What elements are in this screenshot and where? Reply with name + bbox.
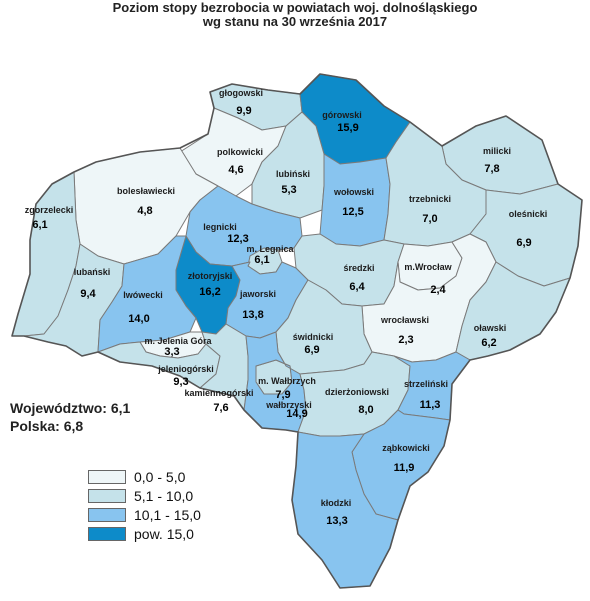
legend-label: 5,1 - 10,0 — [134, 488, 194, 504]
legend-item: 10,1 - 15,0 — [88, 506, 201, 524]
powiat-value-bolesławiecki: 4,8 — [137, 205, 152, 217]
legend-swatch — [88, 527, 126, 541]
powiat-name-milicki: milicki — [483, 146, 511, 156]
powiat-value-wałbrzyski: 14,9 — [286, 408, 307, 420]
map-subtitle: wg stanu na 30 września 2017 — [202, 14, 388, 29]
powiat-value-głogowski: 9,9 — [236, 105, 251, 117]
powiat-value-legnicki: 12,3 — [227, 233, 248, 245]
voivodeship-outline — [11, 73, 583, 589]
legend-swatch — [88, 470, 126, 484]
powiat-name-górowski: górowski — [322, 110, 362, 120]
map-legend: 0,0 - 5,0 5,1 - 10,0 10,1 - 15,0 pow. 15,0 — [88, 468, 201, 544]
powiat-value-polkowicki: 4,6 — [228, 164, 243, 176]
powiat-value-złotoryjski: 16,2 — [199, 286, 220, 298]
powiat-value-m-jelenia-góra: 3,3 — [164, 346, 179, 358]
powiat-name-strzeliński: strzeliński — [404, 379, 448, 389]
powiat-value-strzeliński: 11,3 — [420, 399, 441, 411]
powiat-value-lubiński: 5,3 — [281, 184, 296, 196]
powiat-name-głogowski: głogowski — [219, 88, 263, 98]
map-title: Poziom stopy bezrobocia w powiatach woj.… — [112, 0, 478, 15]
powiat-value-wołowski: 12,5 — [342, 206, 363, 218]
powiat-value-kamiennogórski: 7,6 — [213, 402, 228, 414]
powiat-name-kłodzki: kłodzki — [321, 498, 352, 508]
powiat-name-lubiński: lubiński — [276, 169, 310, 179]
legend-swatch — [88, 508, 126, 522]
powiat-name-zgorzelecki: zgorzelecki — [25, 205, 74, 215]
powiat-name-ząbkowicki: ząbkowicki — [382, 443, 430, 453]
powiat-name-wrocławski: wrocławski — [380, 315, 429, 325]
powiat-name-m-legnica: m. Legnica — [246, 244, 294, 254]
powiat-name-średzki: średzki — [343, 263, 374, 273]
powiat-name-wałbrzyski: wałbrzyski — [265, 400, 312, 410]
voivodeship-rate: Województwo: 6,1 — [10, 400, 131, 416]
powiat-value-oławski: 6,2 — [481, 337, 496, 349]
powiat-name-legnicki: legnicki — [203, 222, 237, 232]
powiat-value-świdnicki: 6,9 — [304, 344, 319, 356]
poland-rate: Polska: 6,8 — [10, 418, 84, 434]
legend-swatch — [88, 489, 126, 503]
legend-label: 0,0 - 5,0 — [134, 469, 186, 485]
powiat-value-lwówecki: 14,0 — [128, 313, 149, 325]
powiat-value-wrocławski: 2,3 — [398, 334, 413, 346]
powiat-value-trzebnicki: 7,0 — [422, 213, 437, 225]
powiat-name-dzierżoniowski: dzierżoniowski — [325, 387, 389, 397]
powiat-name-lwówecki: lwówecki — [123, 290, 163, 300]
powiat-name-lubański: lubański — [74, 267, 111, 277]
powiat-name-złotoryjski: złotoryjski — [188, 271, 233, 281]
legend-label: 10,1 - 15,0 — [134, 507, 201, 523]
powiat-value-m-legnica: 6,1 — [254, 254, 269, 266]
powiat-value-zgorzelecki: 6,1 — [32, 219, 47, 231]
powiat-value-ząbkowicki: 11,9 — [394, 462, 415, 474]
powiat-value-dzierżoniowski: 8,0 — [358, 404, 373, 416]
powiat-name-m-jelenia-góra: m. Jelenia Góra — [144, 336, 212, 346]
powiat-value-jaworski: 13,8 — [242, 309, 263, 321]
legend-item: 0,0 - 5,0 — [88, 468, 201, 486]
powiat-name-m-wrocław: m.Wrocław — [404, 262, 452, 272]
powiat-name-świdnicki: świdnicki — [293, 332, 334, 342]
powiat-value-górowski: 15,9 — [337, 122, 358, 134]
powiat-name-jeleniogórski: jeleniogórski — [157, 364, 214, 374]
powiat-name-oleśnicki: oleśnicki — [509, 209, 548, 219]
powiat-name-kamiennogórski: kamiennogórski — [184, 388, 253, 398]
legend-label: pow. 15,0 — [134, 526, 194, 542]
powiat-value-jeleniogórski: 9,3 — [173, 376, 188, 388]
legend-item: pow. 15,0 — [88, 525, 201, 543]
legend-item: 5,1 - 10,0 — [88, 487, 201, 505]
powiat-wołowski — [319, 153, 391, 247]
powiat-name-oławski: oławski — [474, 323, 507, 333]
region-labels: głogowski 9,9 górowski 15,9 polkowicki 4,6 lub… — [25, 88, 548, 527]
powiat-name-polkowicki: polkowicki — [217, 147, 263, 157]
powiat-value-oleśnicki: 6,9 — [516, 237, 531, 249]
powiat-value-średzki: 6,4 — [349, 281, 365, 293]
powiat-name-jaworski: jaworski — [239, 289, 276, 299]
powiat-value-m-wrocław: 2,4 — [430, 284, 446, 296]
powiat-name-wołowski: wołowski — [333, 187, 374, 197]
powiat-name-trzebnicki: trzebnicki — [409, 194, 451, 204]
powiat-value-m-wałbrzych: 7,9 — [275, 389, 290, 401]
powiat-name-bolesławiecki: bolesławiecki — [117, 186, 175, 196]
powiat-name-m-wałbrzych: m. Wałbrzych — [258, 376, 316, 386]
powiat-value-lubański: 9,4 — [80, 288, 96, 300]
region-shapes — [11, 73, 583, 589]
powiat-value-kłodzki: 13,3 — [326, 515, 347, 527]
powiat-value-milicki: 7,8 — [484, 163, 499, 175]
